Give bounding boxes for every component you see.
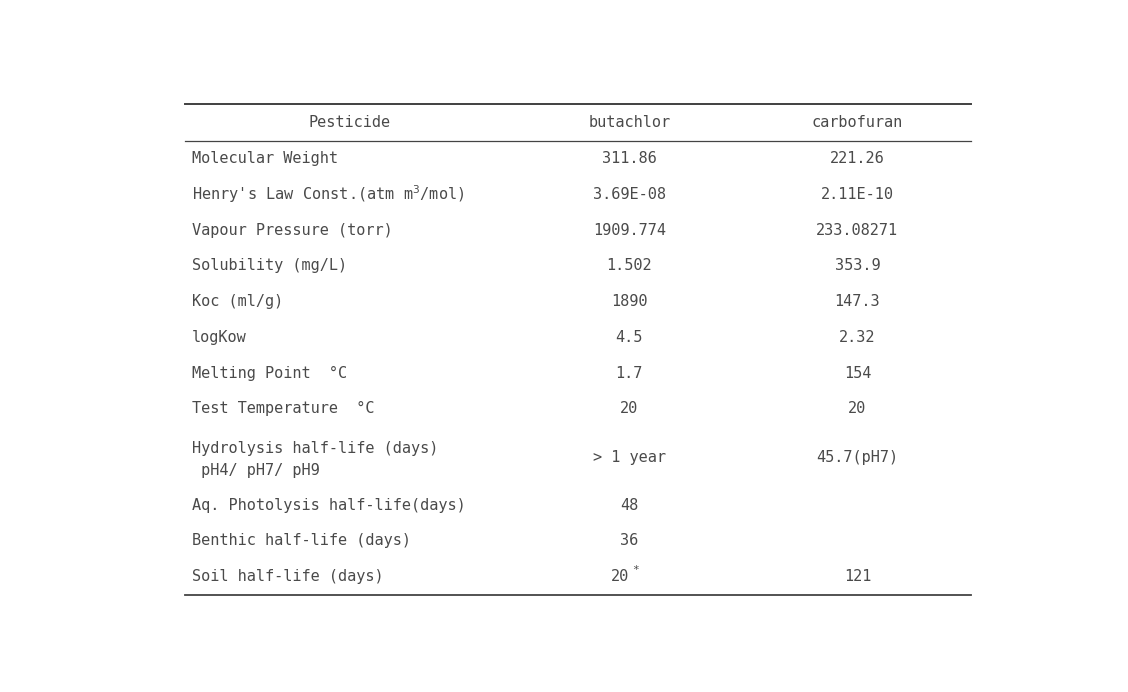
Text: 20: 20	[611, 570, 629, 584]
Text: 154: 154	[844, 365, 871, 381]
Text: 2.11E-10: 2.11E-10	[821, 187, 893, 202]
Text: Koc (ml/g): Koc (ml/g)	[192, 294, 283, 309]
Text: 1.7: 1.7	[616, 365, 643, 381]
Text: 121: 121	[844, 570, 871, 584]
Text: 311.86: 311.86	[602, 151, 656, 166]
Text: Solubility (mg/L): Solubility (mg/L)	[192, 258, 346, 273]
Text: 353.9: 353.9	[835, 258, 880, 273]
Text: Pesticide: Pesticide	[309, 115, 391, 130]
Text: pH4/ pH7/ pH9: pH4/ pH7/ pH9	[192, 463, 319, 478]
Text: 147.3: 147.3	[835, 294, 880, 309]
Text: Soil half-life (days): Soil half-life (days)	[192, 570, 384, 584]
Text: 20: 20	[848, 401, 866, 417]
Text: 45.7(pH7): 45.7(pH7)	[817, 450, 899, 464]
Text: logKow: logKow	[192, 330, 246, 345]
Text: carbofuran: carbofuran	[812, 115, 904, 130]
Text: Hydrolysis half-life (days): Hydrolysis half-life (days)	[192, 441, 438, 456]
Text: 1909.774: 1909.774	[592, 223, 666, 237]
Text: 48: 48	[620, 498, 638, 513]
Text: Benthic half-life (days): Benthic half-life (days)	[192, 534, 411, 549]
Text: Aq. Photolysis half-life(days): Aq. Photolysis half-life(days)	[192, 498, 466, 513]
Text: Test Temperature  °C: Test Temperature °C	[192, 401, 374, 417]
Text: 1890: 1890	[611, 294, 647, 309]
Text: 221.26: 221.26	[830, 151, 884, 166]
Text: 4.5: 4.5	[616, 330, 643, 345]
Text: > 1 year: > 1 year	[592, 450, 666, 464]
Text: 1.502: 1.502	[607, 258, 652, 273]
Text: 3.69E-08: 3.69E-08	[592, 187, 666, 202]
Text: butachlor: butachlor	[588, 115, 670, 130]
Text: 20: 20	[620, 401, 638, 417]
Text: 2.32: 2.32	[839, 330, 875, 345]
Text: Henry's Law Const.(atm m$^3$/mol): Henry's Law Const.(atm m$^3$/mol)	[192, 183, 464, 205]
Text: Molecular Weight: Molecular Weight	[192, 151, 337, 166]
Text: 36: 36	[620, 534, 638, 549]
Text: Melting Point  °C: Melting Point °C	[192, 365, 346, 381]
Text: Vapour Pressure (torr): Vapour Pressure (torr)	[192, 223, 393, 237]
Text: *: *	[632, 565, 638, 575]
Text: 233.08271: 233.08271	[817, 223, 899, 237]
